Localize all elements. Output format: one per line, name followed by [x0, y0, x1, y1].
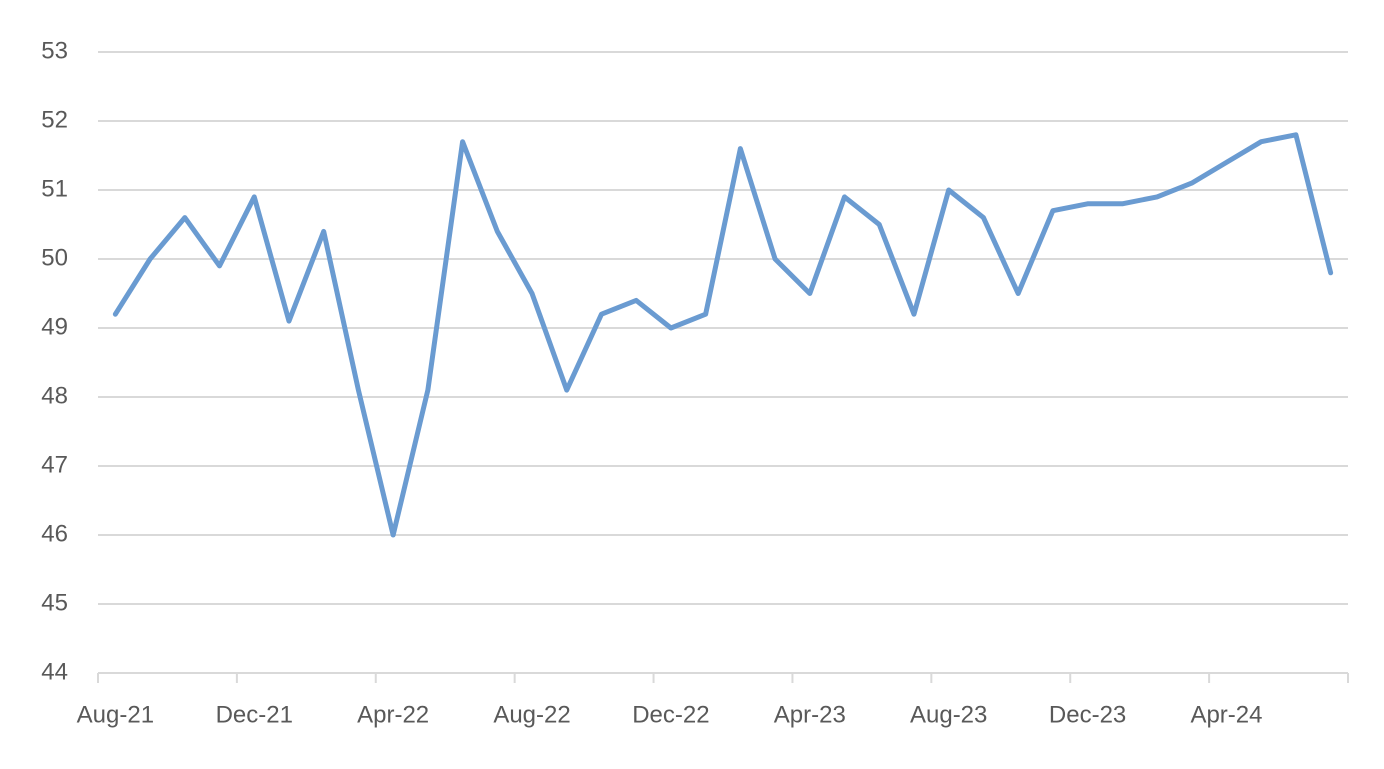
data-line — [112, 132, 1334, 538]
y-tick-label: 47 — [41, 451, 68, 478]
y-tick-label: 44 — [41, 658, 68, 685]
x-tick-label: Aug-21 — [77, 701, 154, 728]
y-tick-label: 45 — [41, 589, 68, 616]
y-tick-label: 53 — [41, 37, 68, 64]
y-tick-label: 49 — [41, 313, 68, 340]
x-tick-label: Aug-22 — [493, 701, 570, 728]
x-tick-label: Aug-23 — [910, 701, 987, 728]
y-tick-label: 46 — [41, 520, 68, 547]
x-tick-label: Dec-22 — [632, 701, 709, 728]
x-tick-label: Dec-23 — [1049, 701, 1126, 728]
y-tick-label: 48 — [41, 382, 68, 409]
x-tick-label: Apr-22 — [357, 701, 429, 728]
y-tick-label: 52 — [41, 106, 68, 133]
x-tick-label: Dec-21 — [216, 701, 293, 728]
y-tick-label: 50 — [41, 244, 68, 271]
x-tick-label: Apr-24 — [1190, 701, 1262, 728]
x-tick-label: Apr-23 — [774, 701, 846, 728]
y-tick-label: 51 — [41, 175, 68, 202]
